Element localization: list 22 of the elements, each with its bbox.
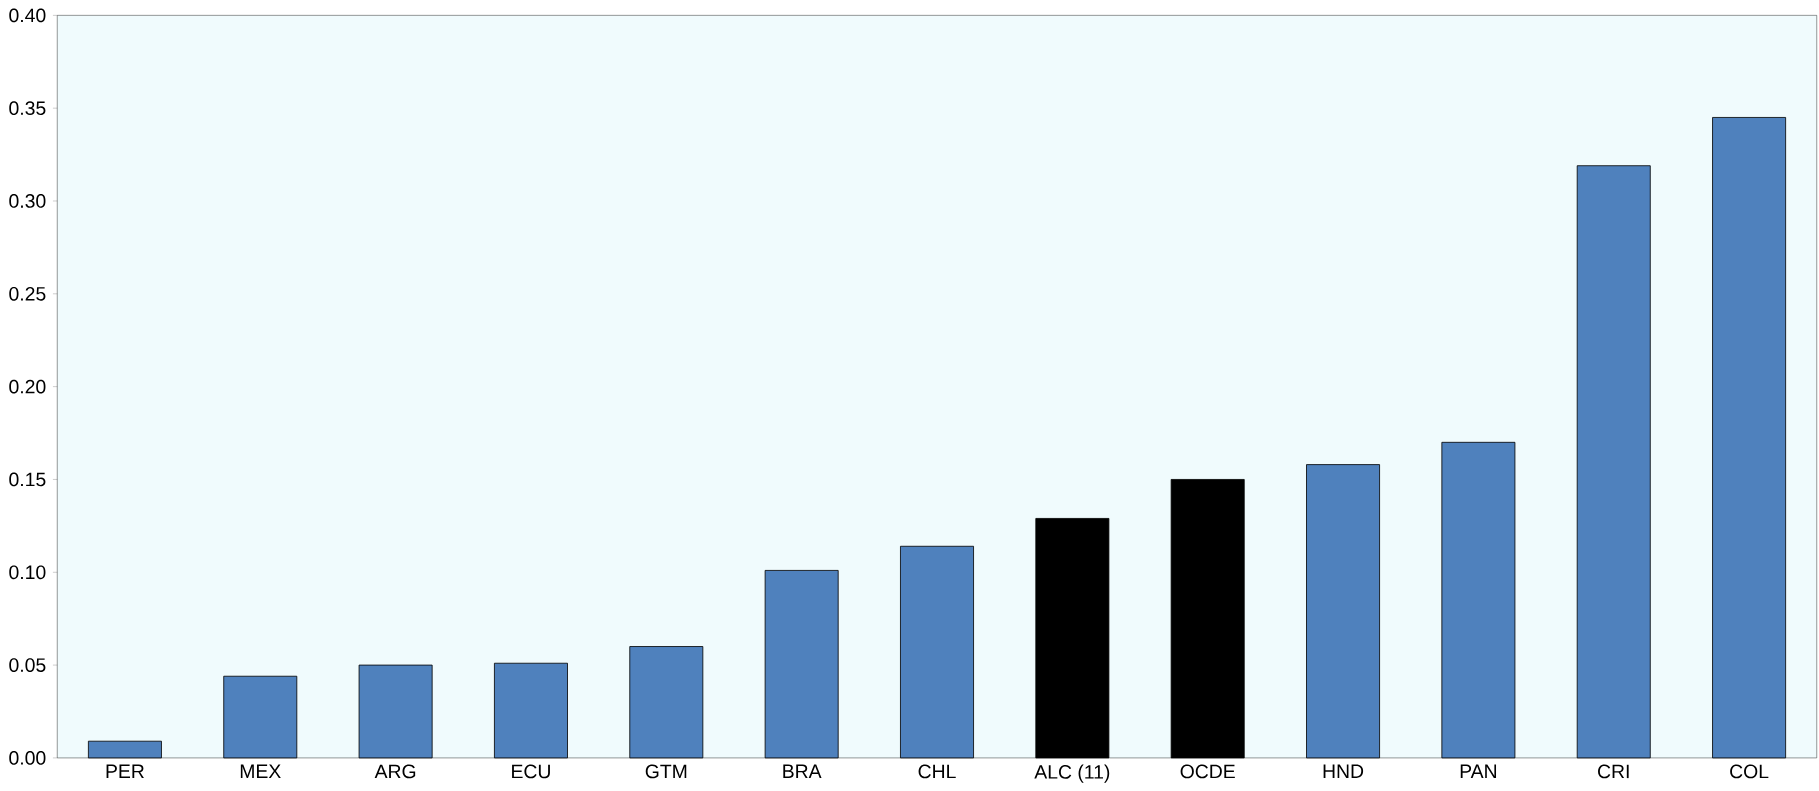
- x-tick-label: ARG: [374, 764, 416, 779]
- y-tick-label: 0.10: [9, 565, 46, 580]
- y-tick-label: 0.35: [9, 101, 46, 115]
- y-tick-label: 0.25: [9, 286, 46, 301]
- x-tick-label: COL: [1730, 764, 1769, 779]
- x-tick-label: BRA: [783, 764, 822, 778]
- x-tick-label: CHL: [918, 764, 956, 779]
- x-tick-label: HND: [1323, 764, 1364, 778]
- x-tick-label: OCDE: [1180, 764, 1235, 779]
- x-tick-label: MEX: [240, 764, 281, 778]
- y-tick-label: 0.00: [9, 750, 46, 765]
- y-tick-label: 0.30: [9, 194, 46, 208]
- x-tick-label: ECU: [512, 764, 550, 779]
- y-tick-label: 0.40: [9, 8, 46, 23]
- x-tick-label: GTM: [645, 764, 687, 779]
- x-tick-label: ALC (11): [1034, 764, 1110, 783]
- y-tick-label: 0.20: [9, 379, 46, 394]
- x-tick-label: PER: [106, 764, 144, 778]
- y-tick-label: 0.15: [9, 472, 46, 487]
- y-tick-label: 0.05: [9, 658, 46, 672]
- x-tick-label: CRI: [1598, 764, 1629, 779]
- x-tick-label: PAN: [1460, 764, 1497, 778]
